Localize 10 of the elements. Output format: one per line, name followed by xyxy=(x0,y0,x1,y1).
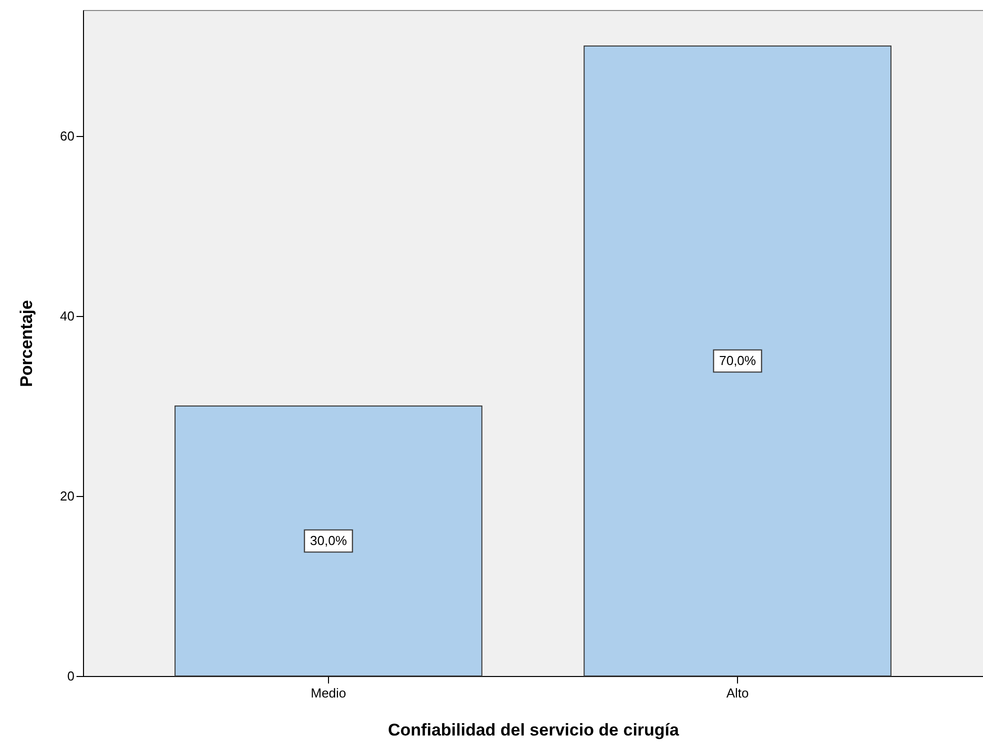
data-label: 70,0% xyxy=(719,353,756,368)
y-tick-label: 20 xyxy=(60,488,74,504)
y-tick-label: 40 xyxy=(60,308,74,324)
x-tick-label: Alto xyxy=(726,686,749,700)
data-label: 30,0% xyxy=(310,533,348,548)
y-tick-label: 0 xyxy=(67,668,74,684)
y-axis-title: Porcentaje xyxy=(17,300,36,387)
x-tick-label: Medio xyxy=(310,686,346,700)
x-axis-title: Confiabilidad del servicio de cirugía xyxy=(388,720,680,740)
y-tick-label: 60 xyxy=(60,128,74,144)
